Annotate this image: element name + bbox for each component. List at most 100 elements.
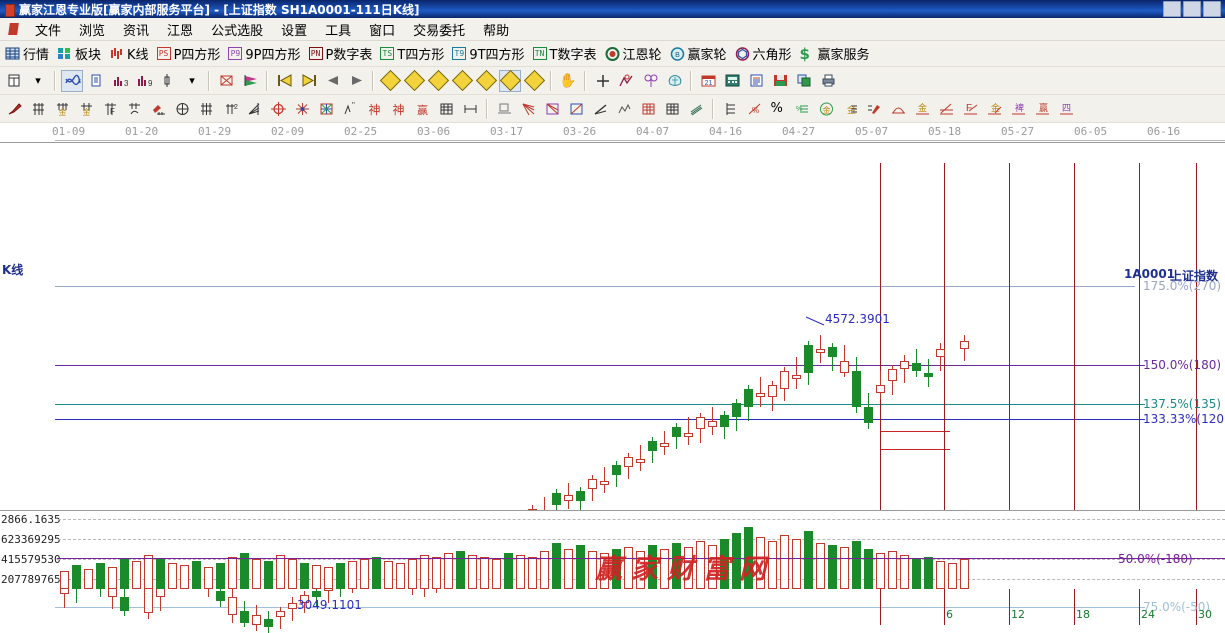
shen-grid-button[interactable]: 神: [363, 98, 385, 120]
first-page-button[interactable]: [273, 70, 295, 92]
save-disk-button[interactable]: [769, 70, 791, 92]
circle-grid-button[interactable]: [171, 98, 193, 120]
menu-item-help[interactable]: 帮助: [483, 23, 510, 39]
toolbar-button-p-square[interactable]: PS P四方形: [154, 43, 226, 64]
percent-button[interactable]: %: [767, 98, 789, 120]
zigzag-line-button[interactable]: [613, 98, 635, 120]
angle-line-button[interactable]: [589, 98, 611, 120]
gold-circle-button[interactable]: 金: [815, 98, 837, 120]
percent-list-button[interactable]: %: [791, 98, 813, 120]
brain-analysis-button[interactable]: [663, 70, 685, 92]
menu-item-file[interactable]: 文件: [35, 23, 62, 39]
toolbar-button-9p-square[interactable]: P9 9P四方形: [225, 43, 305, 64]
zigzag-tool-button[interactable]: [615, 70, 637, 92]
number-table-button[interactable]: [435, 98, 457, 120]
ladder-button[interactable]: [719, 98, 741, 120]
gold-fan-button[interactable]: 金: [911, 98, 933, 120]
frame-tool-button[interactable]: [493, 98, 515, 120]
toolbar-button-p-number-table[interactable]: PN P数字表: [306, 43, 378, 64]
toolbar-button-t-number-table[interactable]: TN T数字表: [530, 43, 602, 64]
star-burst-button[interactable]: [291, 98, 313, 120]
si-fan-button[interactable]: 四: [1055, 98, 1077, 120]
toolbar-button-winner-wheel[interactable]: B 赢家轮: [667, 43, 732, 64]
web-grid-button[interactable]: [315, 98, 337, 120]
histogram-3-button[interactable]: 3: [109, 70, 131, 92]
notes-button[interactable]: [745, 70, 767, 92]
last-page-button[interactable]: [297, 70, 319, 92]
menu-item-trade[interactable]: 交易委托: [413, 23, 466, 39]
spiral-grid-button[interactable]: [123, 98, 145, 120]
menu-item-settings[interactable]: 设置: [281, 23, 308, 39]
copy-layers-button[interactable]: [793, 70, 815, 92]
calendar-period-button[interactable]: [3, 70, 25, 92]
clipboard-report-button[interactable]: [85, 70, 107, 92]
calendar-21-button[interactable]: 21: [697, 70, 719, 92]
prev-page-button[interactable]: [321, 70, 343, 92]
menu-item-browse[interactable]: 浏览: [79, 23, 106, 39]
grid-red-button[interactable]: [637, 98, 659, 120]
gold-lines-button[interactable]: 金: [839, 98, 861, 120]
ying-fan-button[interactable]: 赢: [1031, 98, 1053, 120]
measure-span-button[interactable]: [459, 98, 481, 120]
diamond-collapse-button[interactable]: [475, 69, 497, 92]
fan-measure-button[interactable]: [243, 98, 265, 120]
wave-quote-button[interactable]: ": [339, 98, 361, 120]
toolbar-button-t-square[interactable]: TS T四方形: [377, 43, 449, 64]
maximize-button[interactable]: [1183, 1, 1201, 17]
next-page-button[interactable]: [345, 70, 367, 92]
window-controls[interactable]: [1163, 1, 1223, 17]
toolbar-button-9t-square[interactable]: T9 9T四方形: [449, 43, 529, 64]
grid-dark-button[interactable]: [661, 98, 683, 120]
toolbar-button-sector[interactable]: 板块: [54, 43, 106, 64]
menu-item-news[interactable]: 资讯: [123, 23, 150, 39]
angle-fan-button[interactable]: [935, 98, 957, 120]
toolbar-button-market[interactable]: 行情: [2, 43, 54, 64]
target-circle-button[interactable]: [267, 98, 289, 120]
gann-gold-grid2-button[interactable]: 金: [75, 98, 97, 120]
diamond-cross-button[interactable]: [499, 69, 521, 92]
parallel-lines-button[interactable]: [685, 98, 707, 120]
diamond-expand-button[interactable]: [451, 69, 473, 92]
hand-pan-button[interactable]: ✋: [557, 70, 579, 92]
pen-measure-button[interactable]: [863, 98, 885, 120]
diamond-left-button[interactable]: [379, 69, 401, 92]
f-fan-button[interactable]: F: [959, 98, 981, 120]
percent-fan-button[interactable]: %: [743, 98, 765, 120]
toolbar-button-gann-wheel[interactable]: 江恩轮: [602, 43, 667, 64]
bar-single-dropdown[interactable]: ▾: [181, 70, 203, 92]
pen-ruler-button[interactable]: [147, 98, 169, 120]
n-square-button[interactable]: 2: [219, 98, 241, 120]
shen-red-button[interactable]: 神: [387, 98, 409, 120]
calendar-period-dropdown[interactable]: ▾: [27, 70, 49, 92]
fan-red-button[interactable]: [517, 98, 539, 120]
menu-item-gann[interactable]: 江恩: [167, 23, 194, 39]
toolbar-button-kline[interactable]: K线: [106, 43, 154, 64]
close-button[interactable]: [1203, 1, 1221, 17]
toolbar-button-hexagon[interactable]: 六角形: [732, 43, 797, 64]
shen-fan-button[interactable]: 裨: [1007, 98, 1029, 120]
bar-single-button[interactable]: [157, 70, 179, 92]
pen-red-button[interactable]: [3, 98, 25, 120]
calculator-button[interactable]: [721, 70, 743, 92]
minimize-button[interactable]: [1163, 1, 1181, 17]
cycle-net-button[interactable]: [215, 70, 237, 92]
toolbar-button-winner-service[interactable]: $ 赢家服务: [797, 43, 875, 64]
crosshair-button[interactable]: [591, 70, 613, 92]
chart-area[interactable]: 01-09 01-20 01-29 02-09 02-25 03-06 03-1…: [0, 123, 1225, 633]
grid-lines-button[interactable]: [195, 98, 217, 120]
gann-gold-grid-button[interactable]: 金: [51, 98, 73, 120]
diamond-move-button[interactable]: [523, 69, 545, 92]
print-button[interactable]: [817, 70, 839, 92]
diamond-plus-button[interactable]: [427, 69, 449, 92]
f-grid-button[interactable]: F: [99, 98, 121, 120]
spectrum-fan-button[interactable]: [239, 70, 261, 92]
gold-angle-button[interactable]: 金: [983, 98, 1005, 120]
menu-item-window[interactable]: 窗口: [369, 23, 396, 39]
gann-grid-button[interactable]: [27, 98, 49, 120]
ying-red-button[interactable]: 赢: [411, 98, 433, 120]
box-fan-button[interactable]: [541, 98, 563, 120]
histogram-9-button[interactable]: 9: [133, 70, 155, 92]
tree-tool-button[interactable]: [639, 70, 661, 92]
arc-tool-button[interactable]: [887, 98, 909, 120]
diamond-down-button[interactable]: [403, 69, 425, 92]
